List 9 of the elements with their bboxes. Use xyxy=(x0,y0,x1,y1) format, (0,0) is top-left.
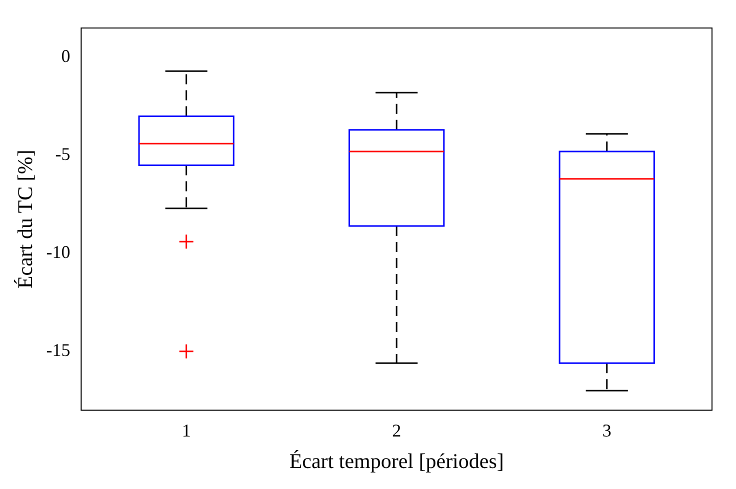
x-axis-title: Écart temporel [périodes] xyxy=(289,448,504,473)
y-tick-label: 0 xyxy=(61,46,70,66)
y-tick-label: -5 xyxy=(55,144,70,164)
x-tick-label: 2 xyxy=(392,420,402,441)
x-tick-label: 3 xyxy=(602,420,612,441)
y-axis-title: Écart du TC [%] xyxy=(13,150,38,289)
x-tick-label: 1 xyxy=(182,420,191,441)
y-tick-label: -15 xyxy=(46,340,70,360)
y-tick-label: -10 xyxy=(46,242,70,262)
